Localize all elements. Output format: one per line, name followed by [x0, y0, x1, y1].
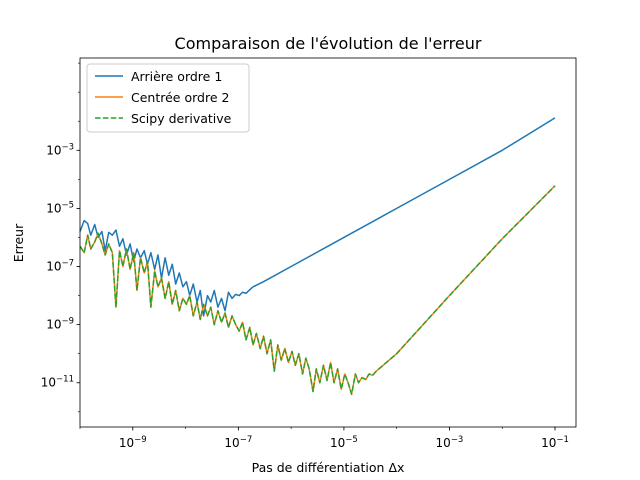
chart-title: Comparaison de l'évolution de l'erreur: [175, 34, 482, 53]
y-tick-label: 10−11: [41, 375, 74, 390]
x-tick-label: 10−7: [224, 435, 252, 450]
legend-label-scipy: Scipy derivative: [131, 111, 232, 126]
x-tick-label: 10−9: [119, 435, 147, 450]
y-axis-label: Erreur: [11, 223, 26, 262]
y-axis: 10−11 10−9 10−7 10−5 10−3: [41, 62, 80, 413]
x-axis-label: Pas de différentiation Δx: [252, 460, 405, 475]
x-tick-label: 10−1: [541, 435, 569, 450]
axes-frame: [79, 57, 577, 428]
y-tick-label: 10−5: [46, 200, 74, 215]
y-tick-label: 10−9: [46, 317, 74, 332]
x-tick-label: 10−3: [436, 435, 464, 450]
legend-box: [86, 63, 250, 133]
x-axis: 10−9 10−7 10−5 10−3 10−1: [79, 427, 569, 450]
legend-label-arriere: Arrière ordre 1: [131, 69, 222, 84]
series-layer: [79, 117, 556, 396]
y-tick-label: 10−3: [46, 142, 74, 157]
legend-label-centree: Centrée ordre 2: [131, 90, 229, 105]
x-tick-label: 10−5: [330, 435, 358, 450]
y-tick-label: 10−7: [46, 259, 74, 274]
legend: Arrière ordre 1 Centrée ordre 2 Scipy de…: [86, 63, 250, 133]
series-scipy-derivative: [79, 185, 556, 396]
series-arriere-ordre-1: [79, 117, 556, 317]
